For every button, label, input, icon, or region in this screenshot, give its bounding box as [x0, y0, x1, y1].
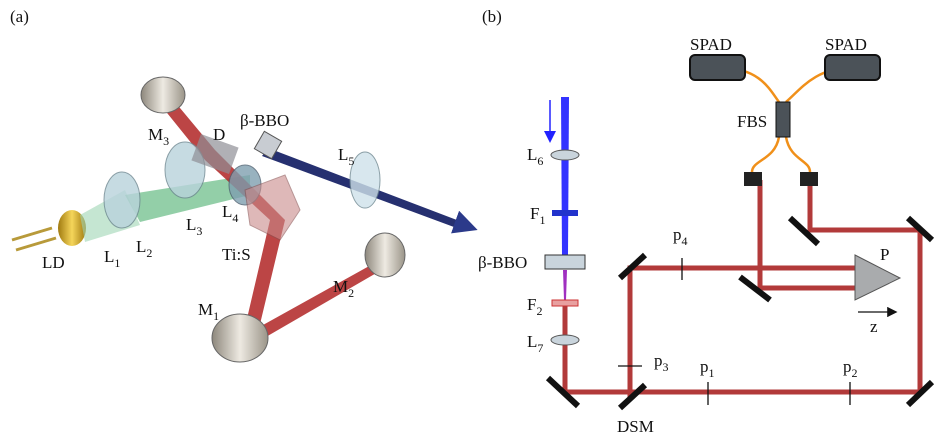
component-label: M3: [148, 125, 169, 148]
label-main: L: [104, 247, 114, 266]
component-label: L3: [186, 215, 202, 238]
label-sub: 2: [536, 304, 542, 318]
component-label: L5: [338, 145, 354, 168]
label-sub: 7: [537, 341, 543, 355]
component-label: SPAD: [825, 35, 867, 54]
panel-label: (a): [10, 7, 29, 26]
component-label: β-BBO: [240, 111, 289, 130]
label-main: p: [673, 225, 682, 244]
label-main: β-BBO: [240, 111, 289, 130]
label-main: L: [186, 215, 196, 234]
label-main: SPAD: [690, 35, 732, 54]
component-label: FBS: [737, 112, 767, 131]
component-label: LD: [42, 253, 65, 272]
component-label: F2: [527, 295, 542, 318]
label-sub: 3: [196, 224, 202, 238]
label-main: p: [700, 357, 709, 376]
label-main: M: [148, 125, 163, 144]
label-sub: 2: [348, 286, 354, 300]
label-sub: 1: [114, 256, 120, 270]
label-main: L: [527, 332, 537, 351]
component-label: p4: [673, 225, 688, 248]
component-label: p3: [654, 351, 669, 374]
component-label: L6: [527, 145, 543, 168]
component-label: L1: [104, 247, 120, 270]
label-main: L: [527, 145, 537, 164]
label-main: p: [654, 351, 663, 370]
panel-label: (b): [482, 7, 502, 26]
component-label: p2: [843, 357, 858, 380]
component-label: L7: [527, 332, 543, 355]
label-main: D: [213, 125, 225, 144]
label-sub: 4: [682, 234, 688, 248]
label-sub: 1: [213, 309, 219, 323]
label-sub: 3: [163, 134, 169, 148]
label-sub: 6: [537, 154, 543, 168]
label-main: P: [880, 245, 889, 264]
component-label: M1: [198, 300, 219, 323]
component-label: β-BBO: [478, 253, 527, 272]
label-main: DSM: [617, 417, 654, 436]
component-label: DSM: [617, 417, 654, 436]
component-label: SPAD: [690, 35, 732, 54]
label-main: L: [338, 145, 348, 164]
figure: (a)(b)LDL1L2L3L4Dβ-BBOL5Ti:SM3M2M1SPADSP…: [0, 0, 934, 440]
label-main: FBS: [737, 112, 767, 131]
label-main: SPAD: [825, 35, 867, 54]
label-main: M: [333, 277, 348, 296]
label-main: p: [843, 357, 852, 376]
label-main: z: [870, 317, 878, 336]
component-label: L4: [222, 202, 238, 225]
component-label: D: [213, 125, 225, 144]
component-label: P: [880, 245, 889, 264]
label-main: Ti:S: [222, 245, 251, 264]
label-main: F: [530, 204, 539, 223]
component-label: p1: [700, 357, 715, 380]
label-sub: 2: [852, 366, 858, 380]
component-label: L2: [136, 237, 152, 260]
label-main: M: [198, 300, 213, 319]
panel-b-drawing: [545, 55, 932, 408]
label-sub: 1: [539, 213, 545, 227]
component-label: z: [870, 317, 878, 336]
label-sub: 1: [709, 366, 715, 380]
label-main: L: [136, 237, 146, 256]
label-main: LD: [42, 253, 65, 272]
component-label: Ti:S: [222, 245, 251, 264]
label-main: F: [527, 295, 536, 314]
label-sub: 4: [232, 211, 238, 225]
label-sub: 2: [146, 246, 152, 260]
label-main: β-BBO: [478, 253, 527, 272]
component-label: F1: [530, 204, 545, 227]
label-sub: 3: [663, 360, 669, 374]
label-main: L: [222, 202, 232, 221]
label-sub: 5: [348, 154, 354, 168]
